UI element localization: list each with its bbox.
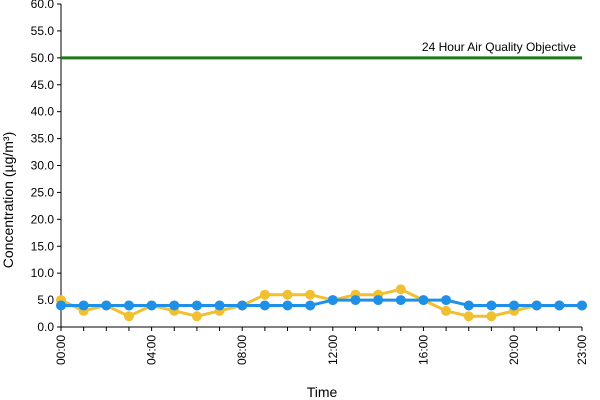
data-point <box>191 311 202 322</box>
data-point <box>531 300 542 311</box>
data-point <box>169 300 180 311</box>
data-point <box>214 300 225 311</box>
x-tick-label: 00:00 <box>54 335 68 365</box>
data-point <box>463 300 474 311</box>
data-point <box>101 300 112 311</box>
y-tick-label: 40.0 <box>31 105 55 119</box>
data-point <box>237 300 248 311</box>
series-2 <box>56 295 587 311</box>
x-axis-title: Time <box>307 384 338 400</box>
data-point <box>350 295 361 306</box>
x-tick-label: 23:00 <box>575 335 589 365</box>
data-point <box>486 300 497 311</box>
y-tick-label: 50.0 <box>31 51 55 65</box>
reference-lines: 24 Hour Air Quality Objective <box>61 40 582 60</box>
x-tick-label: 08:00 <box>235 335 249 365</box>
y-tick-label: 0.0 <box>37 320 54 334</box>
y-tick-label: 60.0 <box>31 0 55 11</box>
data-point <box>123 300 134 311</box>
data-point <box>395 295 406 306</box>
y-tick-label: 55.0 <box>31 24 55 38</box>
y-tick-label: 30.0 <box>31 159 55 173</box>
data-point <box>282 289 293 300</box>
x-axis: 00:00 04:00 08:00 12:00 16:00 20:00 23:00 <box>54 326 589 365</box>
data-point <box>486 311 497 322</box>
x-tick-label: 12:00 <box>326 335 340 365</box>
data-point <box>441 295 452 306</box>
data-point <box>259 289 270 300</box>
y-tick-label: 45.0 <box>31 78 55 92</box>
data-point <box>123 311 134 322</box>
y-tick-label: 35.0 <box>31 132 55 146</box>
data-point <box>56 300 66 311</box>
y-tick-label: 15.0 <box>31 239 55 253</box>
x-tick-label: 16:00 <box>416 335 430 365</box>
data-point <box>441 305 452 316</box>
y-tick-label: 10.0 <box>31 266 55 280</box>
data-point <box>418 295 429 306</box>
series-line <box>61 298 582 307</box>
y-tick-label: 20.0 <box>31 212 55 226</box>
y-tick-label: 25.0 <box>31 185 55 199</box>
data-point <box>282 300 293 311</box>
data-point <box>327 295 338 306</box>
y-axis-title: Concentration (µg/m³) <box>0 132 16 268</box>
data-point <box>259 300 270 311</box>
data-point <box>509 300 520 311</box>
series-layer <box>56 284 587 322</box>
data-point <box>577 300 587 311</box>
data-point <box>373 295 384 306</box>
data-point <box>191 300 202 311</box>
data-point <box>305 300 316 311</box>
y-axis: 0.0 5.0 10.0 15.0 20.0 25.0 30.0 35.0 40.0 45.0 50… <box>31 0 62 334</box>
data-point <box>463 311 474 322</box>
data-point <box>146 300 157 311</box>
x-tick-label: 04:00 <box>145 335 159 365</box>
reference-line-label: 24 Hour Air Quality Objective <box>422 40 576 54</box>
data-point <box>395 284 406 295</box>
data-point <box>554 300 565 311</box>
y-tick-label: 5.0 <box>37 293 54 307</box>
data-point <box>78 300 89 311</box>
data-point <box>305 289 316 300</box>
x-tick-label: 20:00 <box>507 335 521 365</box>
